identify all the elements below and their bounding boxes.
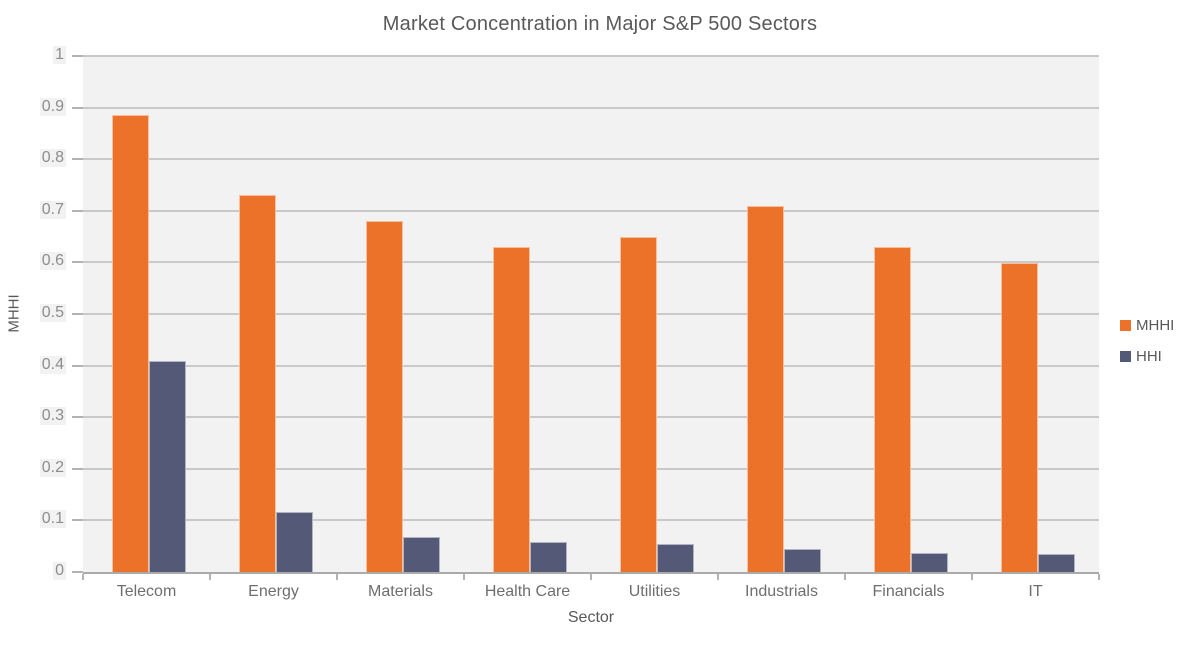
x-axis-tick [336, 574, 338, 580]
bar-mhhi-industrials [746, 205, 784, 572]
gridline [83, 364, 1099, 367]
y-tick-label: 0 [53, 562, 66, 580]
bar-hhi-telecom [148, 361, 186, 572]
y-axis-tick [72, 313, 83, 315]
y-tick-label: 0.7 [39, 200, 66, 219]
bar-hhi-energy [275, 511, 313, 572]
x-category-label: IT [1028, 583, 1043, 600]
bar-mhhi-health-care [492, 246, 530, 572]
bar-hhi-financials [910, 552, 948, 572]
x-axis-title: Sector [567, 609, 615, 626]
x-axis-tick [717, 574, 719, 580]
bar-mhhi-materials [365, 221, 403, 572]
y-axis-tick [72, 209, 83, 212]
chart-title: Market Concentration in Major S&P 500 Se… [382, 13, 818, 35]
y-tick-label: 0.8 [39, 149, 66, 168]
y-axis-tick [72, 416, 83, 419]
bar-hhi-industrials [783, 548, 821, 572]
legend-swatch-hhi [1120, 350, 1131, 362]
bar-hhi-utilities [656, 543, 694, 572]
gridline [83, 209, 1099, 212]
x-axis-tick [1098, 574, 1100, 580]
y-tick-label: 0.6 [39, 252, 66, 271]
gridline [83, 467, 1099, 470]
gridline [83, 416, 1099, 419]
x-axis-tick [844, 574, 846, 580]
x-category-label: Industrials [745, 583, 818, 600]
y-tick-label: 0.1 [39, 510, 66, 529]
x-category-label: Utilities [628, 583, 681, 600]
y-tick-label: 0.2 [39, 458, 66, 477]
bar-hhi-health-care [529, 542, 567, 572]
x-axis-tick [590, 574, 592, 580]
x-axis-tick [82, 574, 84, 580]
x-category-label: Telecom [116, 583, 177, 600]
x-category-label: Health Care [484, 583, 571, 600]
legend-item-hhi: HHI [1120, 347, 1174, 365]
y-axis-tick [72, 261, 83, 264]
legend-item-mhhi: MHHI [1120, 316, 1174, 334]
y-tick-label: 0.9 [39, 97, 66, 116]
y-axis-tick [72, 467, 83, 470]
y-tick-label: 0.5 [39, 304, 66, 322]
gridline [83, 313, 1099, 315]
x-axis-tick [463, 574, 465, 580]
y-axis-tick [72, 571, 83, 573]
bar-mhhi-telecom [111, 115, 149, 572]
y-tick-label: 1 [53, 46, 66, 64]
gridline [83, 55, 1099, 57]
x-category-label: Energy [248, 583, 299, 600]
bar-mhhi-utilities [619, 236, 657, 572]
gridline [83, 261, 1099, 264]
bar-mhhi-financials [873, 246, 911, 572]
y-axis-tick [72, 519, 83, 522]
bar-hhi-it [1037, 554, 1075, 572]
y-axis-tick [72, 55, 83, 57]
y-tick-label: 0.3 [39, 407, 66, 426]
gridline [83, 106, 1099, 109]
legend-label: MHHI [1136, 316, 1175, 334]
x-axis-tick [209, 574, 211, 580]
y-axis-tick [72, 158, 83, 161]
legend-swatch-mhhi [1120, 319, 1131, 331]
legend: MHHI HHI [1120, 316, 1174, 378]
bar-mhhi-it [1000, 263, 1038, 572]
x-axis-tick [971, 574, 973, 580]
plot-area [83, 55, 1099, 574]
x-category-label: Financials [872, 583, 945, 600]
legend-label: HHI [1136, 347, 1162, 365]
bar-mhhi-energy [238, 195, 276, 572]
x-category-label: Materials [368, 583, 433, 600]
gridline [83, 519, 1099, 522]
y-axis-tick [72, 364, 83, 367]
y-tick-label: 0.4 [39, 355, 66, 374]
bar-hhi-materials [402, 536, 440, 572]
gridline [83, 158, 1099, 161]
y-axis-tick [72, 106, 83, 109]
